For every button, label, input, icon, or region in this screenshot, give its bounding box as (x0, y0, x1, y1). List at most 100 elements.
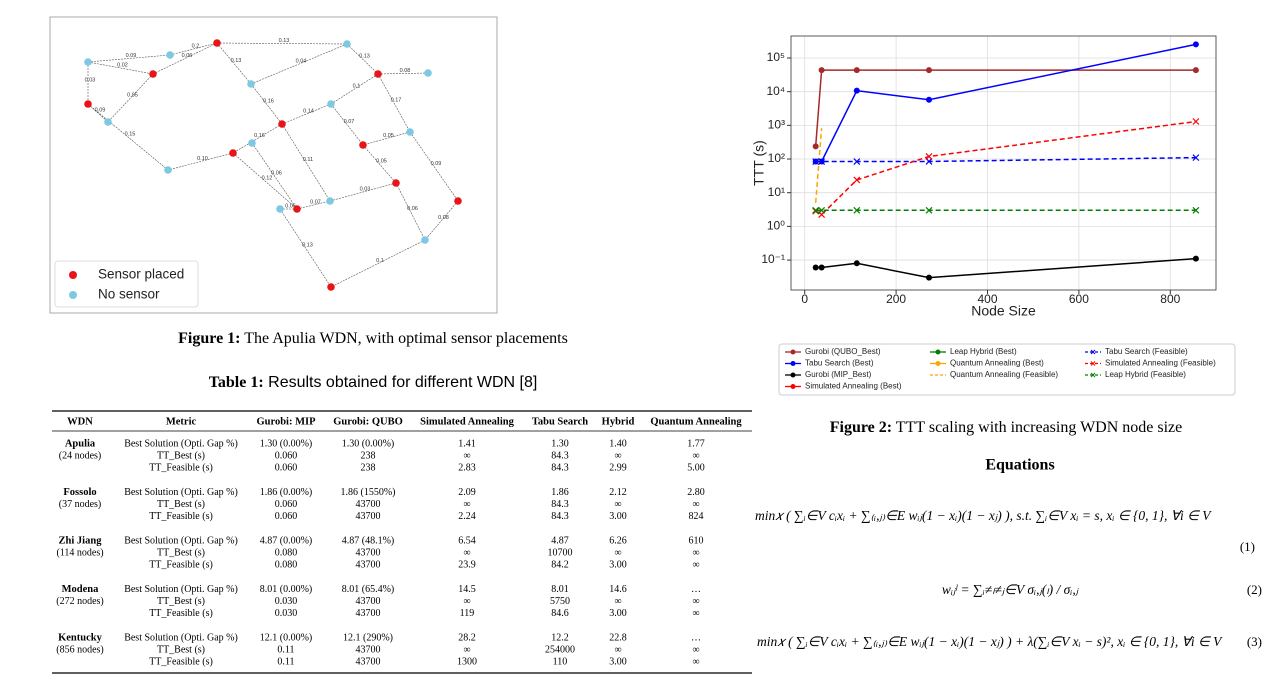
table-cell: 12.1 (0.00%) (260, 632, 313, 643)
edge-weight: 0.13 (302, 242, 313, 248)
node-no-sensor (164, 166, 172, 174)
table-cell: 4.87 (551, 535, 569, 546)
caption: Figure 2: TTT scaling with increasing WD… (830, 419, 1183, 436)
table-cell: ∞ (614, 547, 621, 558)
y-tick-label: 10⁻¹ (761, 252, 785, 266)
table-cell: 84.3 (551, 463, 569, 474)
series-line (815, 43, 1197, 163)
legend-label: Gurobi (QUBO_Best) (805, 347, 881, 356)
legend-marker (1090, 349, 1096, 355)
data-point (1192, 154, 1200, 162)
y-tick-label: 10⁴ (766, 84, 785, 98)
legend-label: Gurobi (MIP_Best) (805, 370, 872, 379)
metric: Best Solution (Opti. Gap %) (124, 632, 238, 643)
node-no-sensor (424, 69, 432, 77)
data-point (818, 158, 826, 165)
network-edge (216, 42, 348, 45)
table-cell: 3.00 (609, 511, 627, 522)
data-point (925, 153, 933, 160)
wdn-name: Apulia (65, 438, 96, 449)
data-point (925, 158, 933, 165)
network-edge (167, 152, 234, 171)
data-point (853, 67, 860, 74)
equations-heading: Equations (985, 457, 1054, 474)
table-cell: 1.77 (687, 438, 705, 449)
table-cell: 84.6 (551, 608, 569, 619)
legend-label: Tabu Search (Feasible) (1105, 347, 1188, 356)
table-cell: 119 (460, 608, 475, 619)
table-cell: 43700 (356, 511, 381, 522)
series-line (814, 69, 1196, 147)
network-edge (377, 73, 411, 133)
node-sensor (392, 179, 400, 187)
caption-label: Figure 1: (178, 330, 240, 347)
metric: TT_Best (s) (157, 547, 205, 558)
edge-weight: 0.08 (438, 215, 449, 221)
table-cell: 6.26 (609, 535, 627, 546)
table-cell: 0.080 (275, 560, 298, 571)
table-cell: ∞ (692, 657, 699, 668)
wdn-name: Modena (62, 584, 100, 595)
table-cell: ∞ (692, 450, 699, 461)
network-edge (330, 103, 364, 146)
equation: wᵢⱼˡ = ∑ᵢ≠ₗ≠ⱼ∈V σᵢ,ⱼ(ₗ) / σᵢ,ⱼ (942, 582, 1079, 597)
series-line (815, 257, 1196, 279)
x-tick-label: 200 (886, 292, 906, 306)
network-edge (330, 73, 379, 105)
table-cell: 12.2 (551, 632, 569, 643)
table-cell: 238 (361, 463, 376, 474)
edge-weight: 0.17 (391, 97, 402, 103)
table-cell: 1.41 (458, 438, 476, 449)
node-no-sensor (248, 139, 256, 147)
table-cell: 0.060 (275, 463, 298, 474)
legend-marker (69, 271, 77, 279)
network-edge (296, 200, 331, 210)
network-edge (329, 182, 397, 202)
table-header: Gurobi: MIP (256, 416, 316, 427)
edge-weight: 0.05 (376, 158, 387, 164)
table-cell: ∞ (692, 644, 699, 655)
wdn-name: Zhi Jiang (59, 535, 103, 546)
table-cell: ∞ (692, 608, 699, 619)
data-point (926, 96, 933, 103)
table-cell: 8.01 (65.4%) (342, 584, 395, 595)
network-edge (251, 142, 298, 210)
table-header: Gurobi: QUBO (333, 416, 403, 427)
table-cell: 1300 (457, 657, 477, 668)
table-cell: ∞ (463, 596, 470, 607)
data-point (818, 67, 825, 74)
metric: TT_Feasible (s) (149, 511, 213, 522)
edge-weight: 0.16 (263, 98, 274, 104)
node-sensor (293, 205, 301, 213)
network-edge (279, 208, 332, 288)
edge-weight: 0.2 (192, 43, 200, 49)
table-cell: ∞ (614, 596, 621, 607)
metric: Best Solution (Opti. Gap %) (124, 535, 238, 546)
table-cell: 43700 (356, 547, 381, 558)
edge-weight: 0.03 (85, 77, 96, 83)
network-edge (87, 103, 169, 171)
metric: TT_Feasible (s) (149, 657, 213, 668)
table-cell: 43700 (356, 596, 381, 607)
data-point (818, 264, 825, 271)
table-cell: 0.060 (275, 511, 298, 522)
wdn-name: Kentucky (58, 632, 103, 643)
legend-marker (1090, 372, 1096, 378)
node-no-sensor (327, 100, 335, 108)
edge-weight: 0.09 (95, 107, 106, 113)
table-cell: 84.3 (551, 499, 569, 510)
edge-weight: 0.02 (117, 62, 128, 68)
metric: TT_Best (s) (157, 596, 205, 607)
node-sensor (278, 120, 286, 128)
table-cell: 14.5 (458, 584, 476, 595)
table-cell: 14.6 (609, 584, 627, 595)
y-tick-label: 10³ (768, 118, 785, 132)
table-cell: 1.86 (551, 487, 569, 498)
caption-text: TTT scaling with increasing WDN node siz… (892, 419, 1182, 436)
data-point (812, 143, 819, 150)
node-sensor (327, 283, 335, 291)
plot-frame (790, 35, 1217, 291)
table-cell: 2.80 (687, 487, 705, 498)
data-point (925, 206, 933, 214)
node-sensor (229, 149, 237, 157)
